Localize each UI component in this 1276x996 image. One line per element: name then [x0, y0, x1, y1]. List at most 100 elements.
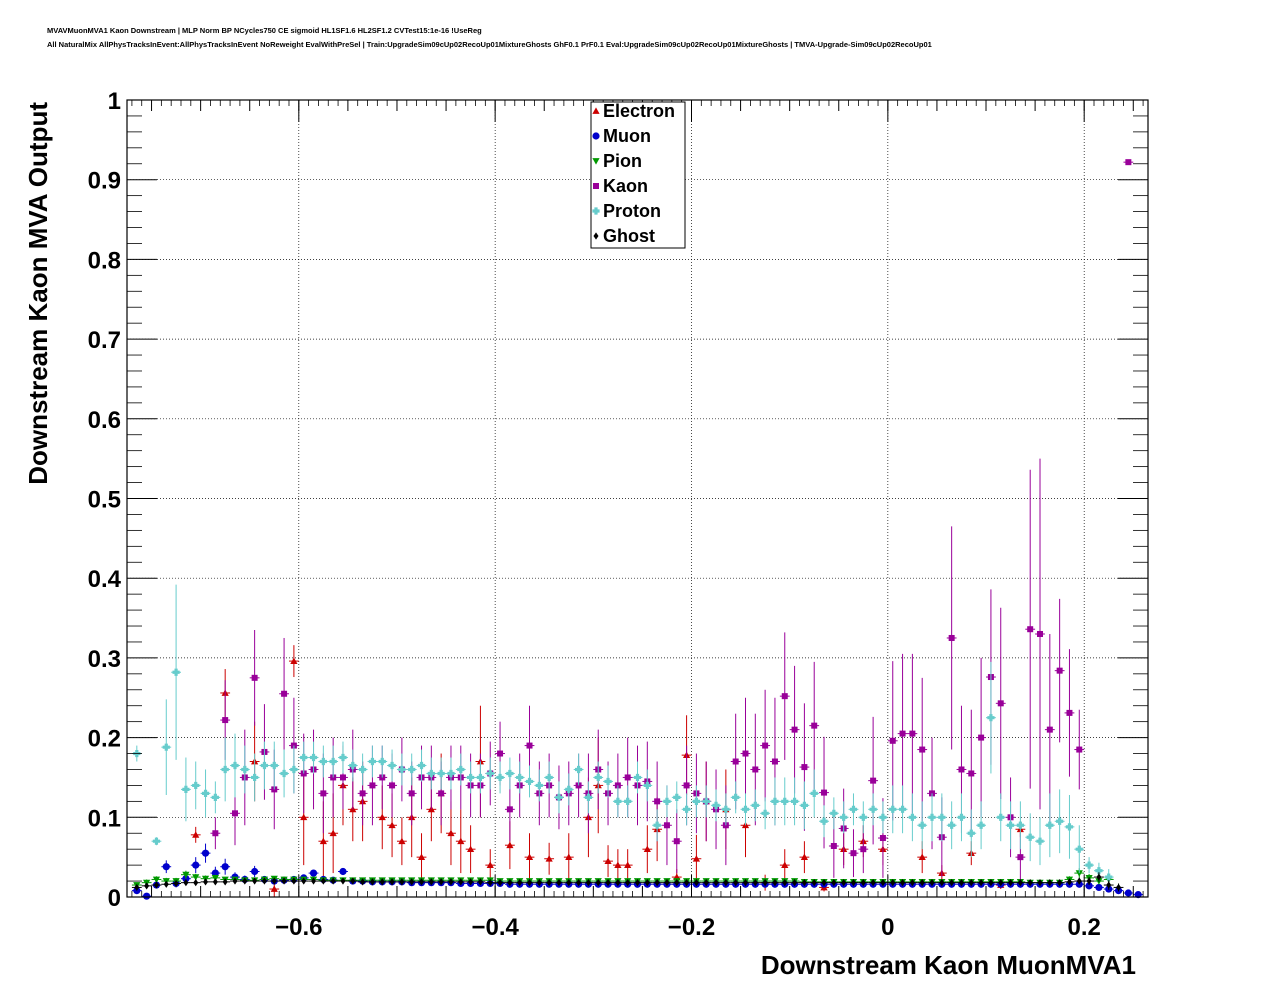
muon-point — [221, 863, 229, 871]
ghost-point — [153, 881, 159, 889]
kaon-point — [222, 717, 229, 724]
pion-point — [182, 871, 190, 879]
kaon-point — [251, 674, 258, 681]
kaon-point — [889, 737, 896, 744]
ghost-point — [428, 878, 434, 886]
ghost-point — [1086, 877, 1092, 885]
proton-point — [349, 761, 357, 770]
proton-point — [417, 761, 426, 770]
proton-point — [251, 773, 259, 782]
ghost-point — [193, 879, 199, 887]
kaon-point — [408, 790, 415, 797]
ghost-point — [458, 878, 464, 886]
ghost-point — [497, 879, 503, 887]
proton-point — [545, 773, 553, 782]
proton-point — [987, 714, 995, 722]
ghost-point — [556, 879, 562, 887]
kaon-point — [369, 782, 376, 789]
ghost-point — [900, 879, 906, 887]
proton-point — [653, 821, 661, 829]
electron-point — [388, 821, 396, 829]
proton-point — [290, 765, 298, 774]
ghost-point — [870, 879, 876, 887]
proton-point — [722, 805, 730, 813]
ghost-point — [821, 879, 827, 887]
ghost-point — [183, 879, 189, 887]
proton-point — [712, 801, 720, 809]
kaon-point — [683, 782, 690, 789]
ghost-point — [713, 879, 719, 887]
muon-point — [201, 849, 210, 857]
proton-point — [751, 801, 759, 809]
proton-point — [260, 761, 269, 770]
proton-point — [398, 765, 406, 774]
ghost-point — [909, 879, 915, 887]
ghost-point — [487, 879, 493, 887]
proton-point — [1046, 821, 1054, 829]
ghost-point — [1066, 878, 1072, 886]
electron-point — [486, 861, 494, 868]
proton-point — [437, 769, 445, 778]
kaon-point — [526, 742, 533, 749]
proton-point — [565, 785, 573, 794]
ghost-point — [742, 879, 749, 887]
ghost-point — [448, 878, 454, 886]
proton-point — [948, 821, 956, 829]
proton-point — [879, 813, 887, 821]
ghost-point — [536, 879, 542, 887]
proton-point — [1026, 833, 1034, 841]
kaon-point — [339, 774, 346, 781]
kaon-point — [1125, 159, 1132, 166]
electron-point — [192, 831, 200, 838]
ghost-point — [919, 879, 925, 887]
kaon-point — [389, 782, 396, 789]
proton-point — [594, 773, 602, 782]
proton-point — [614, 797, 622, 805]
electron-point — [624, 861, 632, 868]
y-tick-label: 0.5 — [88, 487, 121, 514]
muon-point — [182, 875, 190, 883]
proton-point — [1056, 817, 1064, 825]
legend-label-muon: Muon — [603, 126, 651, 146]
proton-point — [624, 797, 632, 805]
proton-point — [172, 668, 180, 676]
ghost-point — [801, 879, 807, 887]
electron-point — [800, 853, 808, 861]
ghost-point — [438, 878, 444, 886]
ghost-point — [1116, 883, 1122, 892]
legend-label-proton: Proton — [603, 201, 661, 221]
kaon-point — [791, 726, 798, 733]
proton-point — [938, 813, 946, 821]
x-tick-label: −0.6 — [275, 914, 322, 941]
proton-point — [476, 773, 485, 782]
kaon-point — [359, 790, 366, 797]
proton-point — [771, 797, 779, 805]
kaon-point — [860, 846, 867, 853]
electron-point — [525, 853, 534, 861]
legend-marker-ghost — [593, 232, 599, 240]
kaon-point — [781, 693, 788, 700]
ghost-point — [350, 877, 356, 885]
proton-point — [162, 743, 170, 751]
ghost-point — [526, 879, 533, 887]
chart-header-line-1: MVAVMuonMVA1 Kaon Downstream | MLP Norm … — [47, 26, 482, 35]
proton-point — [1105, 873, 1113, 881]
ghost-point — [850, 879, 857, 887]
kaon-point — [673, 838, 680, 845]
proton-point — [152, 837, 161, 845]
proton-point — [427, 769, 435, 778]
proton-point — [604, 777, 612, 786]
kaon-point — [811, 722, 818, 729]
ghost-point — [841, 879, 847, 887]
ghost-point — [468, 878, 474, 886]
legend-item-electron: Electron — [592, 101, 675, 121]
legend-label-kaon: Kaon — [603, 176, 648, 196]
proton-point — [840, 813, 848, 821]
kaon-point — [997, 700, 1004, 707]
electron-point — [378, 813, 386, 821]
muon-point — [309, 869, 318, 877]
ghost-point — [674, 879, 680, 887]
ghost-point — [212, 878, 218, 886]
y-tick-label: 0.4 — [88, 566, 122, 593]
kaon-point — [909, 730, 916, 737]
